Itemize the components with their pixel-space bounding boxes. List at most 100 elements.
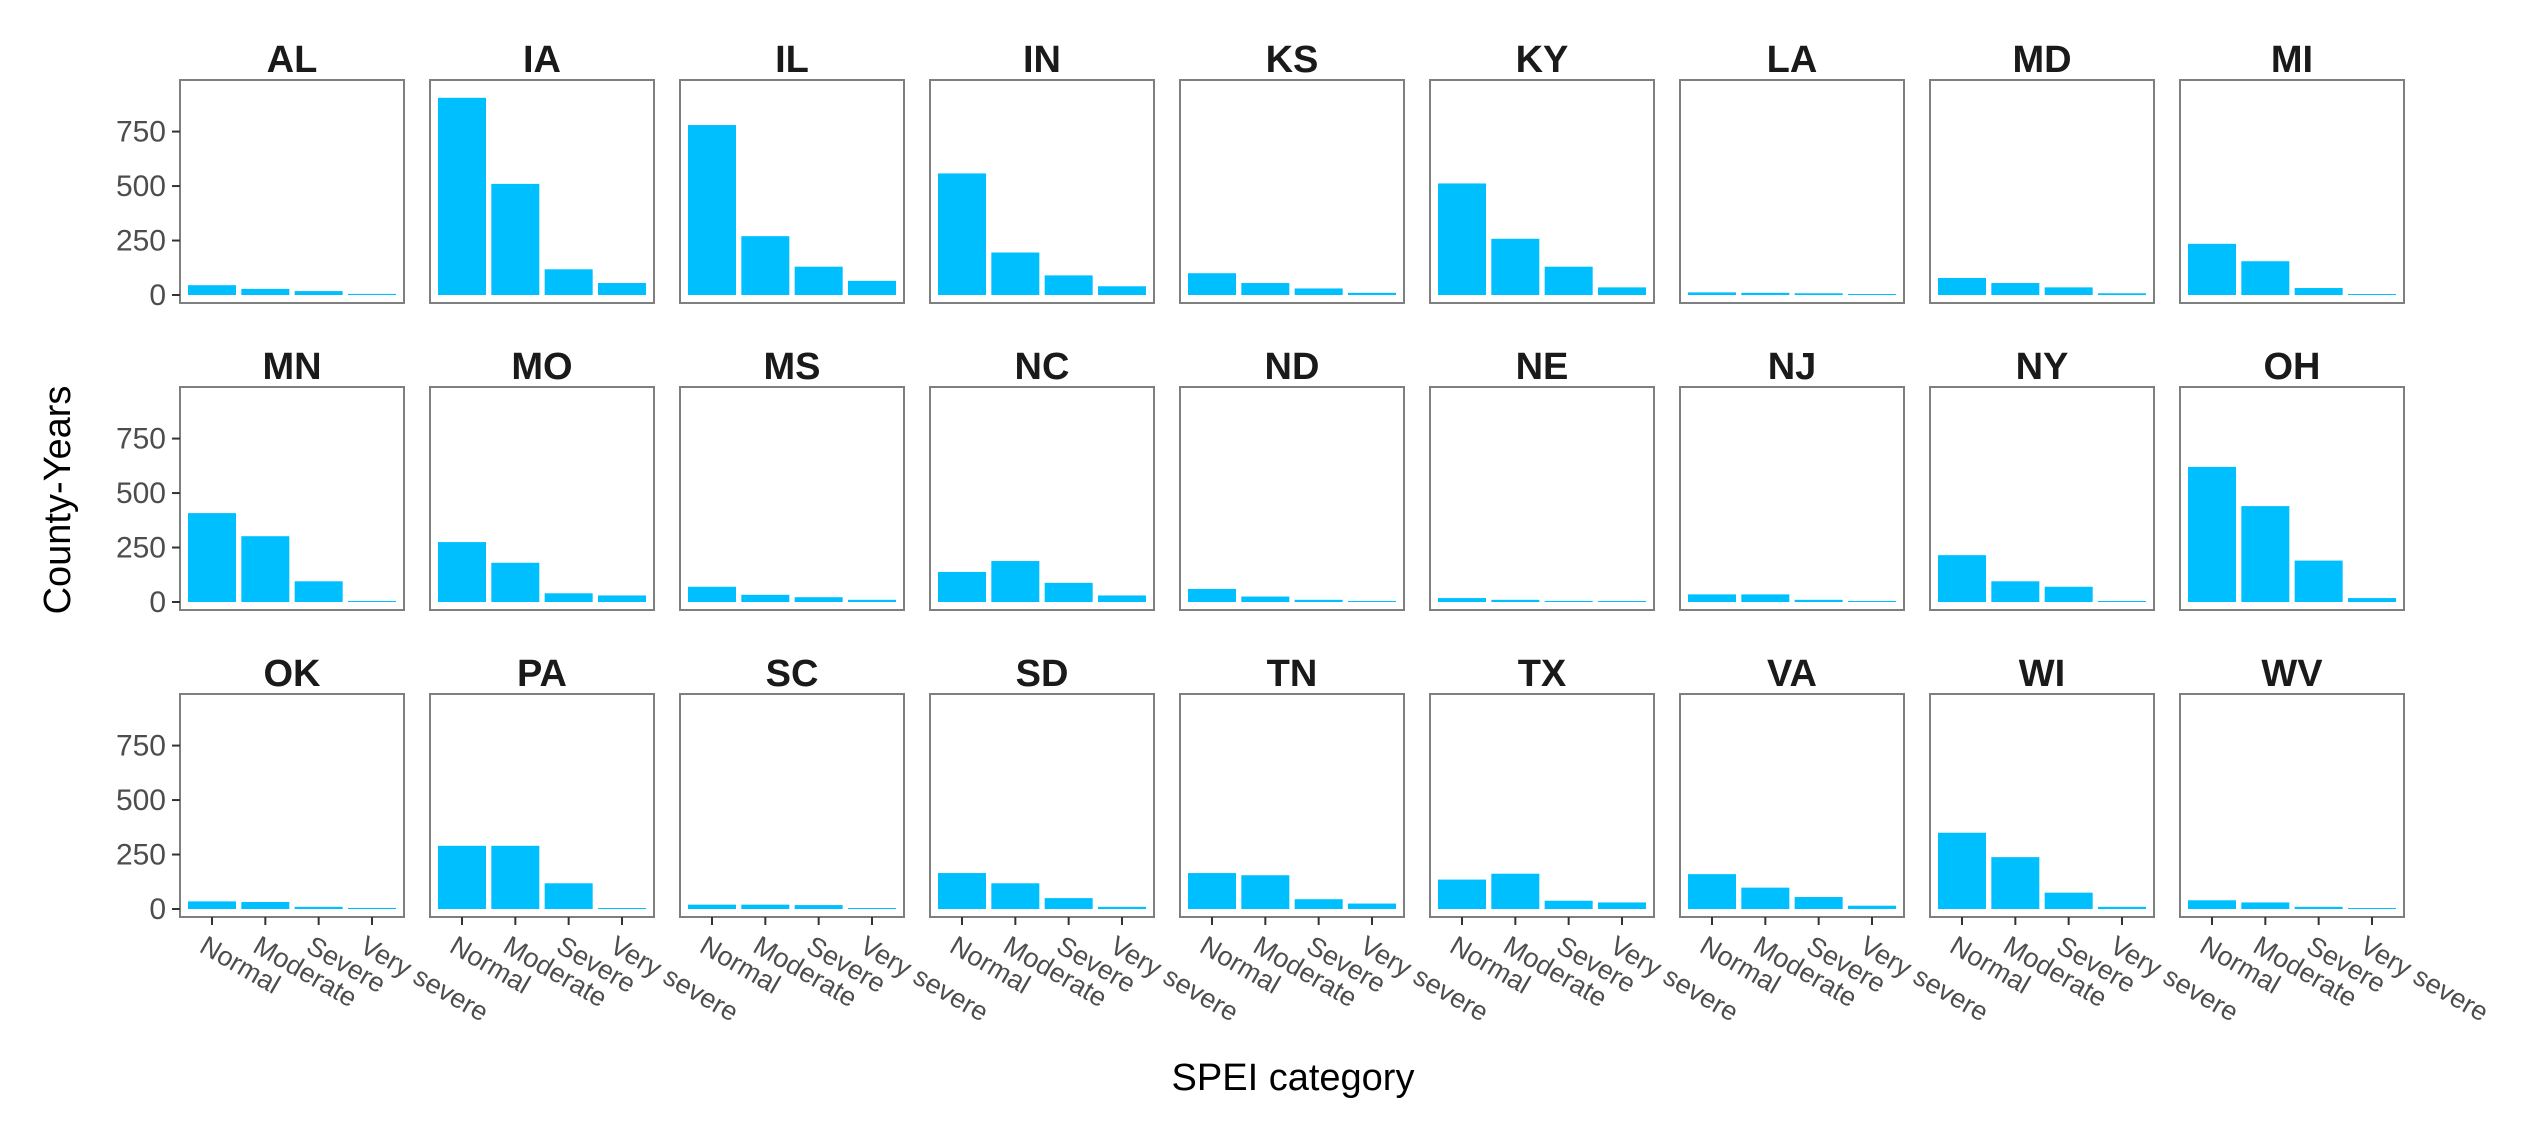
panel-ny: NY <box>1929 346 2155 611</box>
bar-md-very-severe <box>2098 293 2146 295</box>
bar-oh-moderate <box>2241 506 2290 602</box>
x-axis-title: SPEI category <box>1172 1057 1415 1099</box>
bar-nd-very-severe <box>1348 601 1396 602</box>
bar-sc-normal <box>688 904 736 909</box>
panel-frame <box>929 693 1155 918</box>
panel-title: WV <box>2261 653 2323 695</box>
bar-in-normal <box>938 173 986 295</box>
bar-pa-severe <box>544 883 593 909</box>
bar-ks-very-severe <box>1348 292 1396 295</box>
bar-ok-severe <box>294 906 343 909</box>
panel-frame <box>179 79 405 304</box>
bar-ny-very-severe <box>2098 601 2146 602</box>
bar-la-severe <box>1794 293 1843 295</box>
bar-in-very-severe <box>1098 286 1146 295</box>
bar-ms-very-severe <box>848 599 896 602</box>
panel-frame <box>929 79 1155 304</box>
panel-ia: IA <box>429 39 655 304</box>
bar-ny-normal <box>1938 555 1986 602</box>
panel-frame <box>1929 386 2155 611</box>
bar-ks-normal <box>1188 273 1236 295</box>
bar-sc-moderate <box>741 904 790 909</box>
panel-title: AL <box>267 39 318 81</box>
panel-title: SD <box>1016 653 1069 695</box>
bar-wv-very-severe <box>2348 908 2396 909</box>
bar-sc-severe <box>794 905 843 909</box>
panel-frame <box>179 386 405 611</box>
panel-title: MI <box>2271 39 2313 81</box>
panel-title: NC <box>1015 346 1070 388</box>
panel-nc: NC <box>929 346 1155 611</box>
panel-frame <box>1679 386 1905 611</box>
bar-wi-normal <box>1938 832 1986 909</box>
bar-wv-severe <box>2294 906 2343 909</box>
bar-ms-normal <box>688 586 736 602</box>
panel-ky: KY <box>1429 39 1655 304</box>
panel-frame <box>1929 693 2155 918</box>
panel-frame <box>1679 693 1905 918</box>
bar-ne-moderate <box>1491 599 1540 602</box>
bar-va-severe <box>1794 897 1843 909</box>
bar-pa-moderate <box>491 845 540 909</box>
bar-al-very-severe <box>348 293 396 295</box>
bar-mo-very-severe <box>598 595 646 602</box>
panel-title: TX <box>1518 653 1567 695</box>
y-tick-label: 250 <box>116 225 166 258</box>
bar-mn-moderate <box>241 536 290 602</box>
bar-wi-severe <box>2044 892 2093 909</box>
panel-title: MN <box>262 346 321 388</box>
panel-title: OH <box>2264 346 2321 388</box>
y-tick-label: 500 <box>116 784 166 817</box>
panel-al: AL 0 250 500 750 <box>116 39 405 312</box>
y-tick-label: 750 <box>116 116 166 149</box>
panel-mi: MI <box>2179 39 2405 304</box>
panel-nj: NJ <box>1679 346 1905 611</box>
panel-la: LA <box>1679 39 1905 304</box>
bar-ky-moderate <box>1491 238 1540 295</box>
panel-title: OK <box>264 653 322 695</box>
y-tick-label: 0 <box>149 893 166 926</box>
y-tick-label: 750 <box>116 730 166 763</box>
panel-frame <box>1929 79 2155 304</box>
panel-frame <box>1429 79 1655 304</box>
panel-il: IL <box>679 39 905 304</box>
panel-frame <box>429 386 655 611</box>
bar-ky-very-severe <box>1598 287 1646 295</box>
bar-ok-normal <box>188 901 236 909</box>
panel-title: MS <box>764 346 821 388</box>
bar-ia-normal <box>438 97 486 295</box>
bar-nd-severe <box>1294 599 1343 602</box>
bar-al-moderate <box>241 288 290 295</box>
bar-tx-very-severe <box>1598 902 1646 909</box>
bar-ks-moderate <box>1241 283 1290 295</box>
panel-title: NJ <box>1768 346 1817 388</box>
panel-frame <box>2179 386 2405 611</box>
bar-tn-normal <box>1188 873 1236 909</box>
bar-sc-very-severe <box>848 908 896 909</box>
y-tick-label: 500 <box>116 477 166 510</box>
y-tick-label: 500 <box>116 170 166 203</box>
bar-va-very-severe <box>1848 905 1896 909</box>
bar-wi-moderate <box>1991 857 2040 909</box>
panel-md: MD <box>1929 39 2155 304</box>
panel-title: MO <box>511 346 572 388</box>
bar-ms-severe <box>794 597 843 602</box>
bar-oh-normal <box>2188 466 2236 602</box>
bar-mn-severe <box>294 581 343 602</box>
bar-mn-very-severe <box>348 601 396 602</box>
bar-ne-very-severe <box>1598 601 1646 602</box>
bar-nc-very-severe <box>1098 595 1146 602</box>
panel-title: PA <box>517 653 567 695</box>
bar-al-severe <box>294 291 343 295</box>
panel-title: MD <box>2012 39 2071 81</box>
panel-frame <box>1179 693 1405 918</box>
bar-tn-severe <box>1294 899 1343 909</box>
